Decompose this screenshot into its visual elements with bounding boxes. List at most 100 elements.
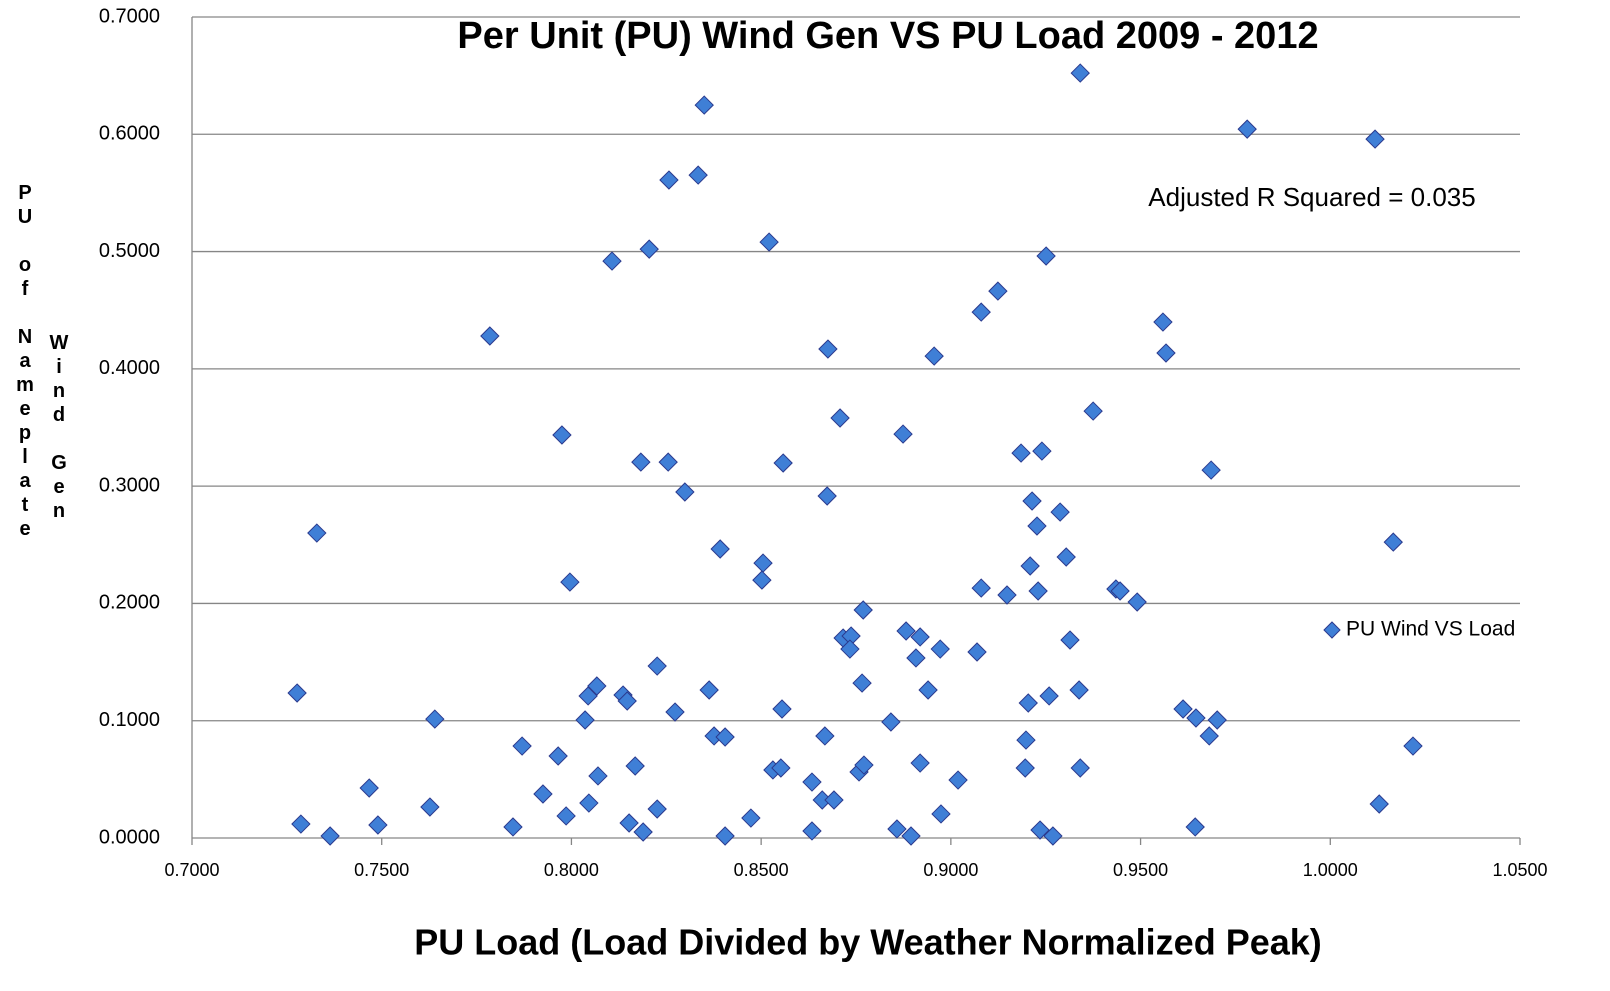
x-axis-label: PU Load (Load Divided by Weather Normali… [414, 922, 1322, 963]
point [853, 600, 873, 620]
point [1069, 680, 1089, 700]
point [552, 425, 572, 445]
annotation: Adjusted R Squared = 0.035 [1148, 182, 1475, 212]
point [647, 799, 667, 819]
point [1027, 516, 1047, 536]
point [1185, 817, 1205, 837]
point [625, 756, 645, 776]
point [1173, 699, 1193, 719]
point [320, 826, 340, 846]
point [1153, 312, 1173, 332]
point [579, 793, 599, 813]
point [658, 452, 678, 472]
point [647, 656, 667, 676]
point [772, 699, 792, 719]
point [1032, 441, 1052, 461]
point [840, 639, 860, 659]
point [988, 281, 1008, 301]
chart-title: Per Unit (PU) Wind Gen VS PU Load 2009 -… [457, 15, 1318, 57]
point [631, 452, 651, 472]
x-tick-label: 0.7000 [164, 860, 219, 880]
point [1039, 686, 1059, 706]
point [852, 673, 872, 693]
y-axis-label: PU of Nameplate [14, 182, 36, 542]
point [893, 424, 913, 444]
point [617, 691, 637, 711]
point [1070, 758, 1090, 778]
point [575, 710, 595, 730]
point [771, 758, 791, 778]
point [602, 251, 622, 271]
point [741, 808, 761, 828]
point [1201, 460, 1221, 480]
point [1383, 532, 1403, 552]
x-tick-label: 1.0000 [1303, 860, 1358, 880]
point [881, 712, 901, 732]
point [910, 753, 930, 773]
x-tick-label: 0.9500 [1113, 860, 1168, 880]
point [1022, 491, 1042, 511]
point [752, 570, 772, 590]
point [665, 702, 685, 722]
point [512, 736, 532, 756]
point [633, 822, 653, 842]
point [887, 819, 907, 839]
x-tick-label: 0.8500 [734, 860, 789, 880]
point [1018, 693, 1038, 713]
y-tick-label: 0.6000 [99, 123, 160, 145]
point [1060, 630, 1080, 650]
point [619, 813, 639, 833]
point [503, 817, 523, 837]
point [802, 821, 822, 841]
point [931, 804, 951, 824]
point [1365, 129, 1385, 149]
x-tick-label: 0.8000 [544, 860, 599, 880]
point [588, 766, 608, 786]
point [1036, 246, 1056, 266]
point [948, 770, 968, 790]
point [818, 339, 838, 359]
point [830, 408, 850, 428]
point [1403, 736, 1423, 756]
y-axis-label: Wind Gen [48, 332, 70, 524]
point [699, 680, 719, 700]
point [918, 680, 938, 700]
point [425, 709, 445, 729]
point [1028, 581, 1048, 601]
point [901, 826, 921, 846]
point [480, 326, 500, 346]
point [817, 486, 837, 506]
x-tick-label: 1.0500 [1492, 860, 1547, 880]
point [368, 815, 388, 835]
point [1199, 726, 1219, 746]
point [1016, 730, 1036, 750]
point [1070, 63, 1090, 83]
point [715, 826, 735, 846]
y-tick-label: 0.2000 [99, 592, 160, 614]
legend-label: PU Wind VS Load [1346, 618, 1515, 641]
point [854, 755, 874, 775]
point [896, 621, 916, 641]
point [971, 302, 991, 322]
point [815, 726, 835, 746]
point [291, 814, 311, 834]
point [675, 482, 695, 502]
point [753, 553, 773, 573]
point [287, 683, 307, 703]
point [715, 727, 735, 747]
point [1011, 443, 1031, 463]
point [1369, 794, 1389, 814]
y-tick-label: 0.5000 [99, 240, 160, 262]
point [548, 746, 568, 766]
point [1110, 581, 1130, 601]
point [910, 627, 930, 647]
point [639, 239, 659, 259]
point [1207, 710, 1227, 730]
point [710, 539, 730, 559]
x-tick-label: 0.9000 [923, 860, 978, 880]
point [759, 232, 779, 252]
point [1030, 820, 1050, 840]
point [560, 572, 580, 592]
point [307, 523, 327, 543]
